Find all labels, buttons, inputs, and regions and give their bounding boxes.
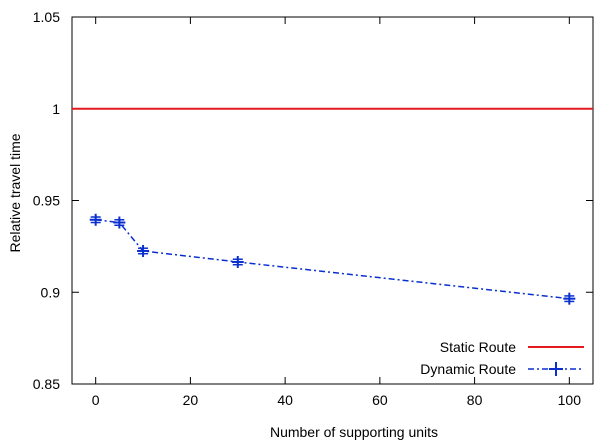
y-tick-label: 0.85	[33, 376, 60, 392]
x-axis: 0 20 40 60 80 100	[92, 17, 581, 408]
series-line	[95, 219, 570, 300]
x-tick-label: 20	[183, 392, 199, 408]
plot-area	[71, 16, 594, 385]
x-axis-label: Number of supporting units	[270, 424, 438, 440]
y-tick-label: 1.05	[33, 9, 60, 25]
legend: Static Route Dynamic Route	[420, 339, 584, 377]
data-point	[89, 213, 102, 226]
legend-item: Dynamic Route	[420, 361, 584, 377]
legend-item: Static Route	[440, 339, 584, 355]
x-tick-label: 60	[372, 392, 388, 408]
y-axis-label: Relative travel time	[7, 133, 23, 252]
data-point	[563, 292, 576, 305]
y-tick-label: 1	[52, 101, 60, 117]
x-tick-label: 40	[277, 392, 293, 408]
legend-label: Dynamic Route	[420, 361, 516, 377]
y-tick-label: 0.95	[33, 193, 60, 209]
x-tick-label: 80	[467, 392, 483, 408]
data-point	[231, 255, 244, 268]
x-tick-label: 100	[558, 392, 582, 408]
series-dynamic-route	[89, 213, 576, 305]
legend-label: Static Route	[440, 339, 516, 355]
y-axis: 0.85 0.9 0.95 1 1.05	[33, 9, 593, 392]
x-tick-label: 0	[92, 392, 100, 408]
y-tick-label: 0.9	[41, 284, 61, 300]
data-point	[137, 244, 150, 257]
data-point	[113, 216, 126, 229]
plot-frame	[71, 16, 594, 385]
series-layer	[72, 107, 593, 305]
